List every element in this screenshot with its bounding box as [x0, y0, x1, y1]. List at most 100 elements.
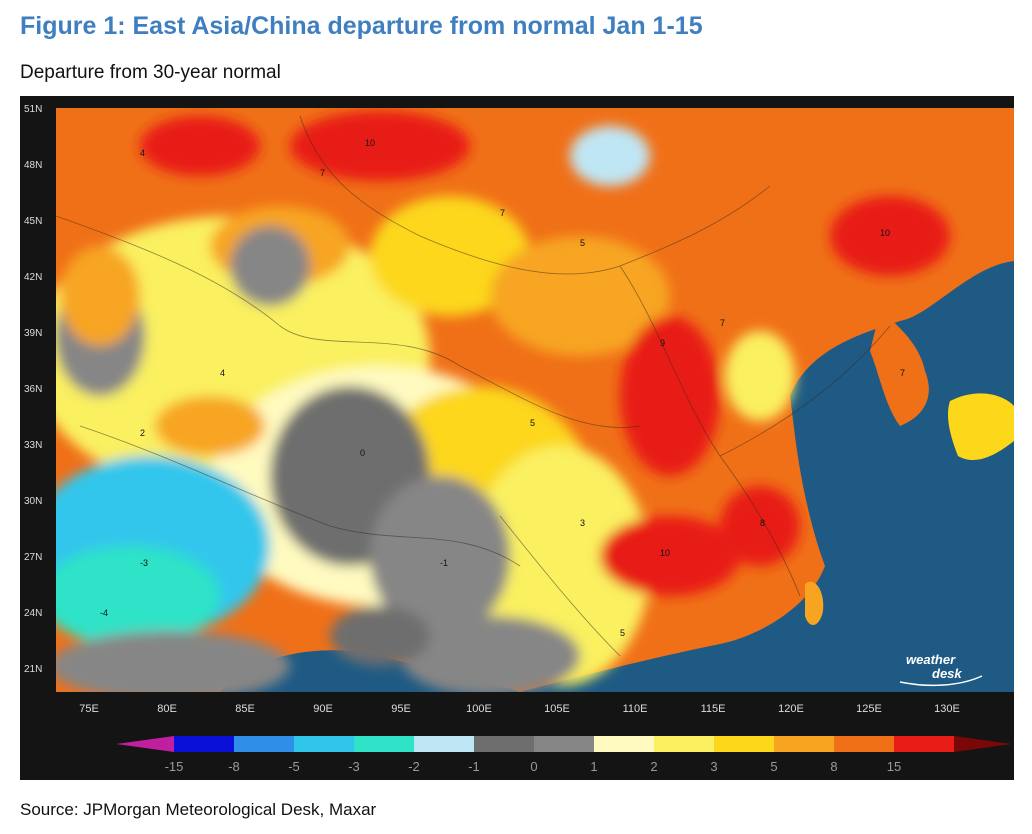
anomaly-value: 4: [220, 368, 225, 378]
colorbar-label: -5: [288, 759, 300, 774]
colorbar-swatch: [234, 736, 294, 752]
anomaly-value: -1: [440, 558, 448, 568]
colorbar: -15 -8 -5 -3 -2 -1 0 1 2 3 5 8 15: [116, 736, 1012, 774]
lon-tick-label: 90E: [313, 703, 333, 715]
colorbar-swatch: [414, 736, 474, 752]
field-blob: [140, 116, 260, 176]
anomaly-value: 10: [660, 548, 670, 558]
colorbar-swatch: [834, 736, 894, 752]
weather-desk-logo: weather desk: [899, 652, 983, 687]
lat-tick-label: 39N: [24, 328, 42, 339]
field-blob: [230, 226, 310, 306]
anomaly-value: 5: [580, 238, 585, 248]
field-blob: [620, 316, 720, 476]
colorbar-label: 1: [590, 759, 597, 774]
lon-tick-label: 85E: [235, 703, 255, 715]
field-blob: [330, 606, 430, 666]
colorbar-swatch: [714, 736, 774, 752]
lon-tick-label: 125E: [856, 703, 882, 715]
field-blob: [400, 616, 580, 692]
anomaly-value: 0: [360, 448, 365, 458]
lat-tick-label: 42N: [24, 272, 42, 283]
colorbar-swatch: [294, 736, 354, 752]
colorbar-label: 0: [530, 759, 537, 774]
japan-land: [947, 393, 1014, 461]
colorbar-label: 2: [650, 759, 657, 774]
colorbar-swatch: [894, 736, 954, 752]
colorbar-label: 5: [770, 759, 777, 774]
lon-tick-label: 80E: [157, 703, 177, 715]
lon-tick-label: 95E: [391, 703, 411, 715]
colorbar-swatch: [774, 736, 834, 752]
colorbar-swatch: [174, 736, 234, 752]
anomaly-value: 7: [900, 368, 905, 378]
border-line: [79, 425, 521, 567]
longitude-axis: 75E 80E 85E 90E 95E 100E 105E 110E 115E 120E 125E 1…: [79, 703, 960, 715]
anomaly-value: 10: [880, 228, 890, 238]
field-blob: [720, 486, 800, 566]
colorbar-label: -15: [165, 759, 184, 774]
colorbar-swatch: [474, 736, 534, 752]
colorbar-label: -8: [228, 759, 240, 774]
field-blob: [570, 126, 650, 186]
field-blob: [490, 236, 670, 356]
borders: [56, 115, 891, 657]
lat-tick-label: 36N: [24, 384, 42, 395]
field-blob: [290, 111, 470, 181]
lat-tick-label: 24N: [24, 608, 42, 619]
field-blob: [56, 631, 290, 692]
colorbar-label: 3: [710, 759, 717, 774]
lat-tick-label: 45N: [24, 216, 42, 227]
anomaly-value: -3: [140, 558, 148, 568]
lon-tick-label: 110E: [623, 703, 648, 715]
taiwan-land: [805, 581, 824, 626]
anomaly-value: 10: [365, 138, 375, 148]
anomaly-value: 9: [660, 338, 665, 348]
logo-swoosh: [899, 675, 983, 687]
figure-subtitle: Departure from 30-year normal: [20, 62, 281, 83]
lon-tick-label: 120E: [778, 703, 804, 715]
anomaly-value: 8: [760, 518, 765, 528]
lon-tick-label: 100E: [466, 703, 492, 715]
anomaly-value: -4: [100, 608, 108, 618]
anomaly-field: 4 7 10 7 5 9 7 10 10 8 4 2 0 -1 -3 -4 3 …: [56, 108, 1014, 692]
border-line: [719, 325, 891, 457]
colorbar-label: -2: [408, 759, 420, 774]
colorbar-low-arrow: [116, 736, 174, 752]
lat-tick-label: 51N: [24, 104, 42, 115]
field-blob: [830, 196, 950, 276]
field-blobs: [56, 111, 950, 692]
anomaly-value: 2: [140, 428, 145, 438]
colorbar-swatch: [534, 736, 594, 752]
border-line: [56, 215, 641, 428]
field-blob: [370, 476, 510, 636]
colorbar-label: 8: [830, 759, 837, 774]
colorbar-label: 15: [887, 759, 901, 774]
source-note: Source: JPMorgan Meteorological Desk, Ma…: [20, 800, 377, 819]
map-panel: 4 7 10 7 5 9 7 10 10 8 4 2 0 -1 -3 -4 3 …: [20, 96, 1014, 780]
field-blob: [725, 331, 795, 421]
border-line: [499, 515, 621, 657]
korea-land: [870, 311, 929, 426]
field-blob: [155, 396, 265, 456]
anomaly-value: 7: [320, 168, 325, 178]
border-line: [619, 265, 801, 597]
logo-line2: desk: [932, 666, 962, 681]
colorbar-swatch: [594, 736, 654, 752]
lon-tick-label: 75E: [79, 703, 99, 715]
anomaly-value: 3: [580, 518, 585, 528]
border-line: [299, 115, 771, 275]
anomaly-value: 4: [140, 148, 145, 158]
field-blob: [56, 546, 220, 646]
field-blob: [370, 196, 530, 316]
anomaly-values: 4 7 10 7 5 9 7 10 10 8 4 2 0 -1 -3 -4 3 …: [100, 138, 905, 638]
colorbar-label: -3: [348, 759, 360, 774]
colorbar-label: -1: [468, 759, 480, 774]
field-blob: [60, 246, 140, 346]
lat-tick-label: 27N: [24, 552, 42, 563]
figure-title: Figure 1: East Asia/China departure from…: [20, 12, 703, 40]
anomaly-value: 7: [720, 318, 725, 328]
colorbar-swatch: [354, 736, 414, 752]
map-canvas: 4 7 10 7 5 9 7 10 10 8 4 2 0 -1 -3 -4 3 …: [24, 104, 1014, 774]
latitude-axis: 51N 48N 45N 42N 39N 36N 33N 30N 27N 24N 21N: [24, 104, 42, 675]
